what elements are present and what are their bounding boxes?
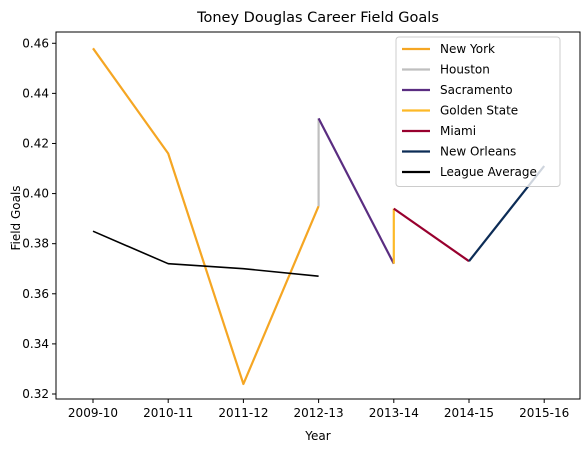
series-line-miami xyxy=(393,207,470,263)
x-tick-label: 2009-10 xyxy=(68,406,118,420)
x-axis-label: Year xyxy=(304,429,330,443)
series-line-sacramento xyxy=(317,117,395,265)
legend-label: New Orleans xyxy=(440,145,516,159)
x-tick-label: 2010-11 xyxy=(143,406,193,420)
legend-box xyxy=(395,36,561,187)
plot-frame xyxy=(55,31,581,400)
legend-label: League Average xyxy=(440,165,537,179)
axes: 2009-10 2010-11 2011-12 2012-13 2013-14 2014-… xyxy=(22,31,581,420)
series-line-league-average xyxy=(92,230,319,277)
y-tick-label: 0.44 xyxy=(22,86,49,100)
y-tick-label: 0.32 xyxy=(22,387,49,401)
y-tick-label: 0.34 xyxy=(22,337,49,351)
legend: New York Houston Sacramento Golden State Mia… xyxy=(395,36,561,187)
x-tick-label: 2015-16 xyxy=(519,406,569,420)
y-axis-label: Field Goals xyxy=(9,185,23,250)
x-tick-label: 2012-13 xyxy=(294,406,344,420)
y-tick-label: 0.46 xyxy=(22,36,49,50)
legend-label: New York xyxy=(440,42,495,56)
chart-title: Toney Douglas Career Field Goals xyxy=(196,10,439,26)
y-tick-label: 0.40 xyxy=(22,187,49,201)
y-tick-label: 0.36 xyxy=(22,287,49,301)
legend-label: Golden State xyxy=(440,104,518,118)
plot-area xyxy=(92,47,546,386)
y-tick-label: 0.38 xyxy=(22,237,49,251)
x-tick-label: 2013-14 xyxy=(369,406,419,420)
x-tick-label: 2011-12 xyxy=(218,406,268,420)
legend-label: Sacramento xyxy=(440,83,513,97)
x-tick-label: 2014-15 xyxy=(444,406,494,420)
legend-label: Miami xyxy=(440,124,476,138)
series-line-new-york xyxy=(92,47,320,386)
y-tick-label: 0.42 xyxy=(22,136,49,150)
legend-label: Houston xyxy=(440,63,490,77)
